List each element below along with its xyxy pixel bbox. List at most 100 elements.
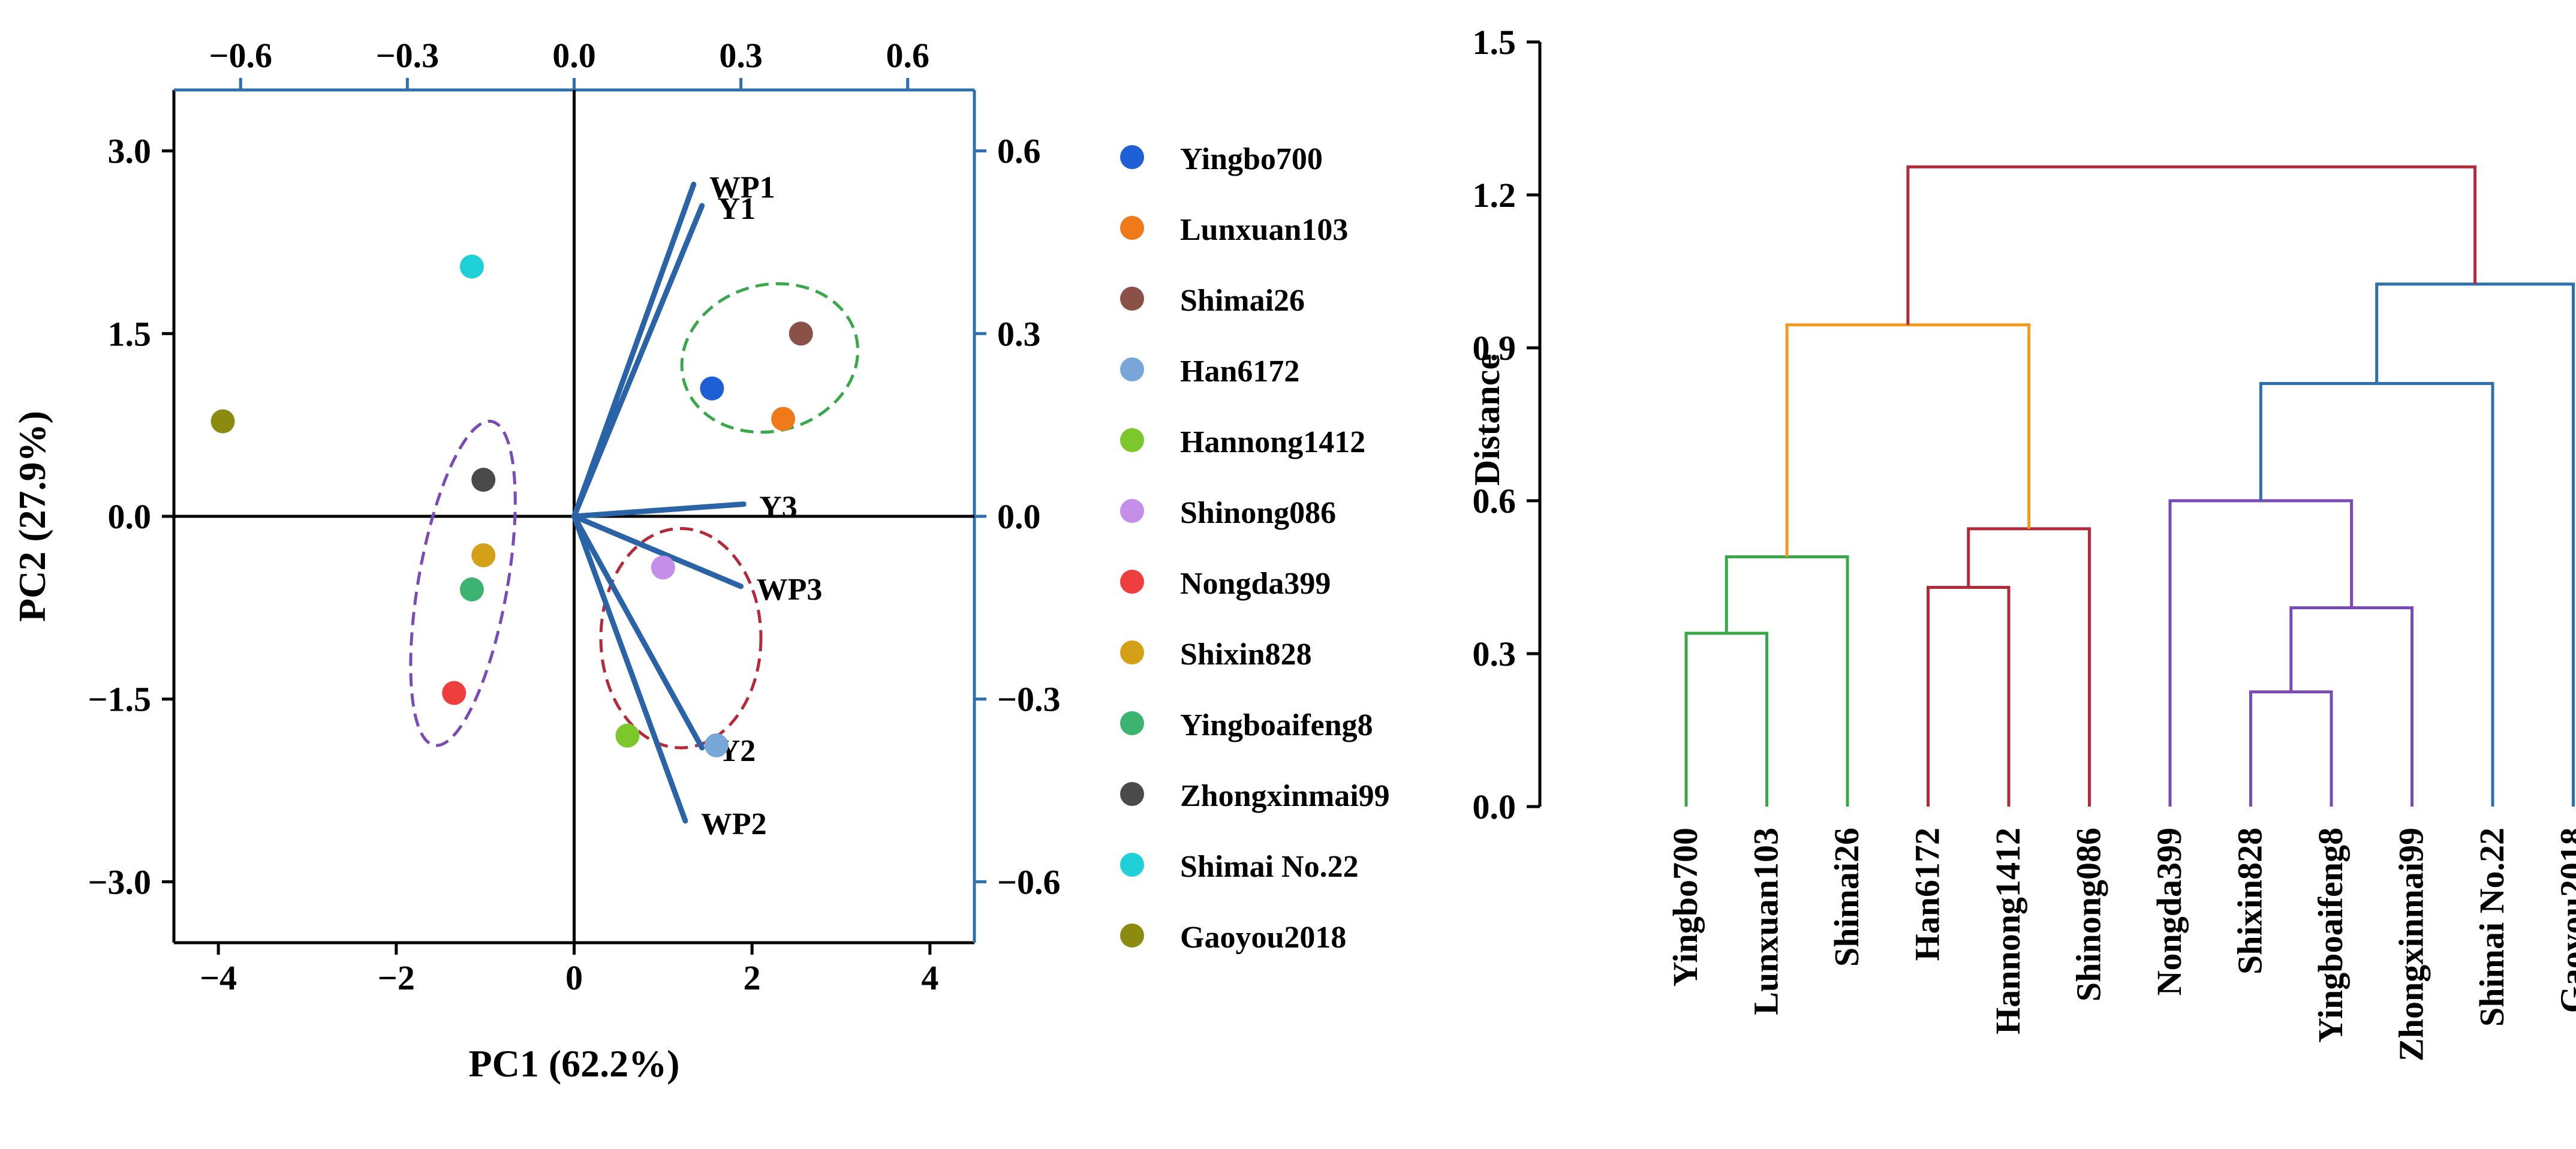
dendro-y-tick-label: 0.3	[1473, 634, 1516, 673]
y-tick-label: −1.5	[88, 680, 151, 719]
leaf-label: Shimai26	[1827, 828, 1866, 967]
sample-point	[771, 407, 796, 431]
leaf-label: Han6172	[1908, 828, 1947, 961]
sample-point	[471, 468, 496, 492]
dendro-y-axis-label: Distance	[1467, 354, 1507, 486]
x-tick-label: 2	[744, 958, 761, 997]
dendro-y-tick-label: 0.9	[1473, 329, 1516, 368]
loading-vector	[571, 501, 747, 519]
legend-marker	[1120, 499, 1144, 523]
dendro-link	[2259, 382, 2494, 807]
top-tick-label: −0.6	[209, 36, 272, 75]
right-tick-label: 0.3	[997, 314, 1041, 353]
x-tick-label: 4	[921, 958, 938, 997]
legend-label: Shinong086	[1180, 496, 1336, 530]
sample-point	[651, 555, 675, 580]
sample-point	[615, 723, 640, 748]
legend-marker	[1120, 853, 1144, 877]
dendro-link	[1927, 586, 2011, 807]
leaf-label: Shinong086	[2069, 828, 2108, 1001]
dendro-y-tick-label: 1.5	[1473, 23, 1516, 62]
legend-label: Han6172	[1180, 354, 1299, 389]
y-tick-label: 1.5	[108, 314, 152, 353]
legend-marker	[1120, 711, 1144, 735]
legend-marker	[1120, 640, 1144, 664]
leaf-label: Gaoyou2018	[2553, 828, 2576, 1013]
legend-marker	[1120, 924, 1144, 948]
dendro-link	[1785, 323, 2031, 557]
x-tick-label: 0	[565, 958, 583, 997]
right-tick-label: −0.6	[997, 862, 1061, 901]
loading-vector	[571, 513, 688, 824]
loading-vector	[571, 513, 744, 589]
sample-point	[704, 733, 729, 757]
y-tick-label: 3.0	[108, 132, 152, 171]
legend-marker	[1120, 782, 1144, 806]
dendro-link	[1684, 631, 1768, 807]
legend-label: Yingboaifeng8	[1180, 708, 1373, 742]
y-tick-label: 0.0	[108, 497, 152, 536]
leaf-label: Shimai No.22	[2472, 828, 2511, 1027]
dendro-y-tick-label: 0.0	[1473, 787, 1516, 826]
top-tick-label: 0.0	[552, 36, 596, 75]
sample-point	[459, 254, 484, 279]
top-tick-label: −0.3	[376, 36, 440, 75]
sample-point	[789, 321, 813, 346]
group-ellipse	[599, 527, 763, 750]
legend-label: Yingbo700	[1180, 142, 1323, 176]
legend-marker	[1120, 287, 1144, 311]
legend-label: Lunxuan103	[1180, 213, 1348, 247]
legend-marker	[1120, 216, 1144, 240]
legend-marker	[1120, 570, 1144, 594]
loading-vector	[571, 203, 705, 519]
dendro-link	[1725, 555, 1849, 807]
dendro-link	[1906, 165, 2477, 325]
loading-label: Y3	[759, 491, 798, 525]
y-tick-label: −3.0	[88, 862, 151, 901]
group-ellipse	[409, 419, 517, 747]
sample-point	[471, 543, 496, 568]
legend-label: Shimai26	[1180, 284, 1305, 318]
dendro-link	[2249, 690, 2333, 807]
x-tick-label: −2	[378, 958, 415, 997]
leaf-label: Yingboaifeng8	[2311, 828, 2350, 1043]
x-axis-label: PC1 (62.2%)	[469, 1042, 680, 1085]
legend-label: Shixin828	[1180, 637, 1312, 672]
loading-vector	[571, 513, 705, 751]
leaf-label: Yingbo700	[1666, 828, 1705, 986]
legend-marker	[1120, 357, 1144, 381]
leaf-label: Zhongxinmai99	[2392, 828, 2431, 1061]
legend-marker	[1120, 145, 1144, 169]
dendro-y-tick-label: 0.6	[1473, 482, 1516, 521]
sample-point	[442, 681, 467, 705]
loading-label: Y1	[718, 192, 756, 226]
right-tick-label: −0.3	[997, 680, 1061, 719]
leaf-label: Shixin828	[2231, 828, 2270, 974]
legend-label: Gaoyou2018	[1180, 921, 1346, 955]
dendro-y-tick-label: 1.2	[1473, 176, 1516, 215]
legend-marker	[1120, 428, 1144, 452]
dendro-link	[2168, 499, 2354, 807]
top-tick-label: 0.3	[719, 36, 763, 75]
legend-label: Nongda399	[1180, 567, 1331, 601]
leaf-label: Hannong1412	[1988, 828, 2027, 1034]
right-tick-label: 0.6	[997, 132, 1041, 171]
dendro-link	[2289, 606, 2414, 807]
y-axis-label: PC2 (27.9%)	[11, 411, 53, 622]
x-tick-label: −4	[200, 958, 237, 997]
loading-label: WP3	[757, 573, 823, 607]
loading-label: WP1	[709, 170, 775, 204]
legend-label: Hannong1412	[1180, 425, 1365, 459]
legend-label: Zhongxinmai99	[1180, 779, 1390, 813]
sample-point	[210, 409, 235, 434]
dendro-link	[2375, 282, 2575, 807]
leaf-label: Lunxuan103	[1747, 828, 1786, 1015]
top-tick-label: 0.6	[886, 36, 930, 75]
dendro-link	[1967, 527, 2091, 807]
loading-label: WP2	[701, 807, 767, 841]
leaf-label: Nongda399	[2150, 828, 2189, 995]
legend-label: Shimai No.22	[1180, 850, 1359, 884]
